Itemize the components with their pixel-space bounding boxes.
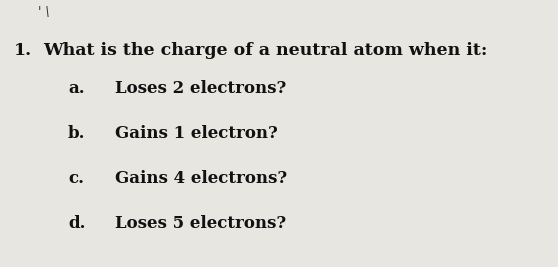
- Text: b.: b.: [68, 125, 85, 142]
- Text: Loses 2 electrons?: Loses 2 electrons?: [115, 80, 286, 97]
- Text: d.: d.: [68, 215, 85, 232]
- Text: c.: c.: [68, 170, 84, 187]
- Text: a.: a.: [68, 80, 85, 97]
- Text: Gains 1 electron?: Gains 1 electron?: [115, 125, 278, 142]
- Text: Gains 4 electrons?: Gains 4 electrons?: [115, 170, 287, 187]
- Text: Loses 5 electrons?: Loses 5 electrons?: [115, 215, 286, 232]
- Text: 1.: 1.: [14, 42, 32, 59]
- Text: What is the charge of a neutral atom when it:: What is the charge of a neutral atom whe…: [44, 42, 488, 59]
- Text: ' \: ' \: [38, 6, 54, 19]
